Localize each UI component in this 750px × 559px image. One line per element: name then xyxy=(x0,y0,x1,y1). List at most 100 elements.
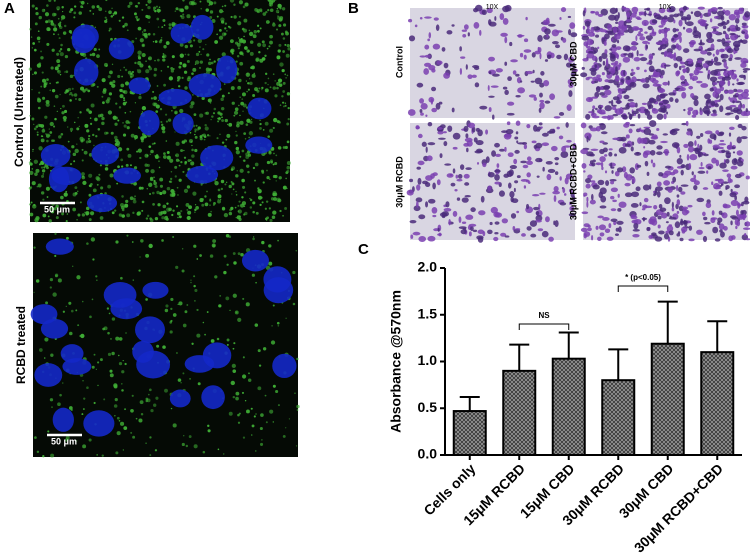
stain xyxy=(292,270,296,275)
cell xyxy=(494,232,499,235)
stain xyxy=(119,203,125,208)
stain xyxy=(183,435,185,437)
cell xyxy=(450,182,456,187)
cell xyxy=(734,218,739,226)
stain xyxy=(184,44,189,49)
stain xyxy=(145,69,150,74)
stain xyxy=(194,135,198,139)
stain xyxy=(243,132,247,136)
stain xyxy=(146,188,148,190)
stain xyxy=(104,16,107,19)
stain xyxy=(231,166,236,171)
stain xyxy=(163,216,169,221)
stain xyxy=(116,182,119,185)
cell xyxy=(582,25,586,30)
stain xyxy=(124,203,129,208)
stain xyxy=(118,213,123,217)
cell xyxy=(691,171,694,176)
stain xyxy=(235,174,239,178)
stain xyxy=(253,30,258,34)
fluorescence-image xyxy=(30,232,300,458)
cell xyxy=(644,69,647,73)
stain xyxy=(133,135,138,140)
stain xyxy=(137,69,142,74)
cell xyxy=(669,97,674,102)
stain xyxy=(207,212,212,217)
cell xyxy=(643,128,652,136)
cell xyxy=(604,33,610,40)
cell xyxy=(494,16,497,21)
stain xyxy=(64,54,69,59)
cell xyxy=(629,123,636,127)
cell xyxy=(425,182,431,188)
stain xyxy=(134,138,136,141)
stain xyxy=(247,170,250,174)
cell xyxy=(499,148,505,152)
cell xyxy=(501,218,509,224)
cell xyxy=(687,110,691,116)
cell xyxy=(706,31,712,39)
cell xyxy=(671,44,676,50)
stain xyxy=(250,66,253,70)
cell xyxy=(463,24,469,30)
stain xyxy=(66,236,69,240)
cell xyxy=(674,221,681,229)
stain xyxy=(56,81,59,84)
cell xyxy=(712,28,717,32)
stain xyxy=(123,90,128,95)
cell xyxy=(685,210,690,214)
cell xyxy=(488,19,492,26)
cell xyxy=(638,11,645,14)
cell xyxy=(473,22,480,29)
stain xyxy=(43,357,46,359)
stain xyxy=(241,178,245,183)
stain xyxy=(220,97,224,102)
stain xyxy=(287,47,291,51)
stain xyxy=(254,162,259,167)
stain xyxy=(242,297,245,300)
cell xyxy=(539,99,545,103)
stain xyxy=(260,413,264,417)
stain xyxy=(237,421,241,424)
cell xyxy=(686,153,690,161)
stain xyxy=(191,148,194,152)
cell xyxy=(610,187,618,193)
stain xyxy=(236,170,238,172)
stain xyxy=(104,192,107,195)
stain xyxy=(174,131,176,133)
cell xyxy=(487,85,490,92)
stain xyxy=(49,89,52,92)
stain xyxy=(198,66,202,70)
stain xyxy=(230,48,235,53)
stain xyxy=(221,94,225,98)
stain xyxy=(164,308,169,313)
nucleus xyxy=(30,304,58,325)
stain xyxy=(58,37,61,40)
stain xyxy=(166,155,171,160)
stain xyxy=(128,1,133,6)
cell xyxy=(720,68,728,71)
y-axis-label: Absorbance @570nm xyxy=(388,290,404,433)
cell xyxy=(727,27,731,32)
stain xyxy=(52,125,56,128)
stain xyxy=(99,164,102,167)
stain xyxy=(60,195,64,200)
stain xyxy=(286,43,290,48)
cell xyxy=(597,13,604,17)
stain xyxy=(102,89,107,94)
stain xyxy=(50,210,55,214)
stain xyxy=(171,109,173,112)
cell xyxy=(671,128,676,133)
cell xyxy=(476,162,480,165)
cell xyxy=(461,221,467,225)
stain xyxy=(268,261,273,266)
cell xyxy=(678,186,683,193)
stain xyxy=(57,22,62,27)
stain xyxy=(74,191,78,195)
cell xyxy=(680,169,684,176)
stain xyxy=(228,184,232,189)
stain xyxy=(194,128,198,132)
cell xyxy=(658,7,666,14)
stain xyxy=(246,164,250,168)
stain xyxy=(107,352,112,356)
